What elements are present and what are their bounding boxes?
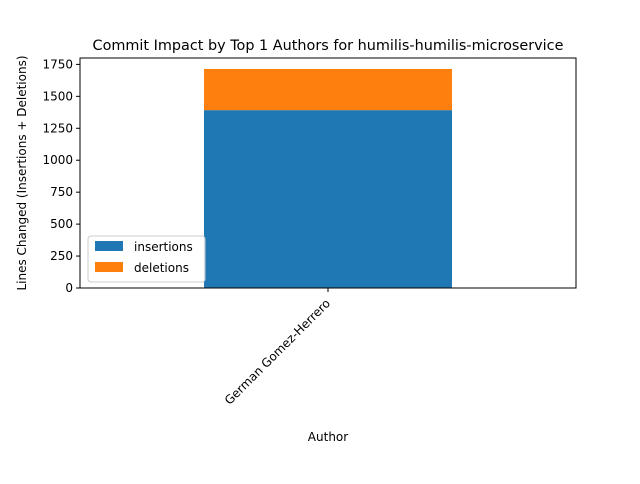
x-tick-label: German Gomez-Herrero [222,296,333,407]
legend-swatch-deletions [95,262,123,272]
bar-deletions-0 [204,68,452,111]
y-tick-label: 1750 [42,57,73,71]
y-axis: 0 250 500 750 1000 1250 1500 1750 [42,57,80,295]
bars-group [204,68,452,288]
y-tick-label: 1500 [42,89,73,103]
y-axis-label: Lines Changed (Insertions + Deletions) [15,55,29,290]
x-axis-label: Author [308,430,348,444]
legend-swatch-insertions [95,241,123,251]
y-tick-label: 500 [50,217,73,231]
y-tick-label: 1000 [42,153,73,167]
bar-insertions-0 [204,110,452,288]
chart-title: Commit Impact by Top 1 Authors for humil… [93,38,564,54]
y-tick-label: 250 [50,249,73,263]
y-tick-label: 1250 [42,121,73,135]
y-tick-label: 750 [50,185,73,199]
plot-frame [79,57,577,289]
legend-label-insertions: insertions [134,240,193,254]
y-tick-label: 0 [65,281,73,295]
x-axis: German Gomez-Herrero [222,288,333,408]
legend-label-deletions: deletions [134,261,189,275]
legend: insertions deletions [87,235,206,283]
